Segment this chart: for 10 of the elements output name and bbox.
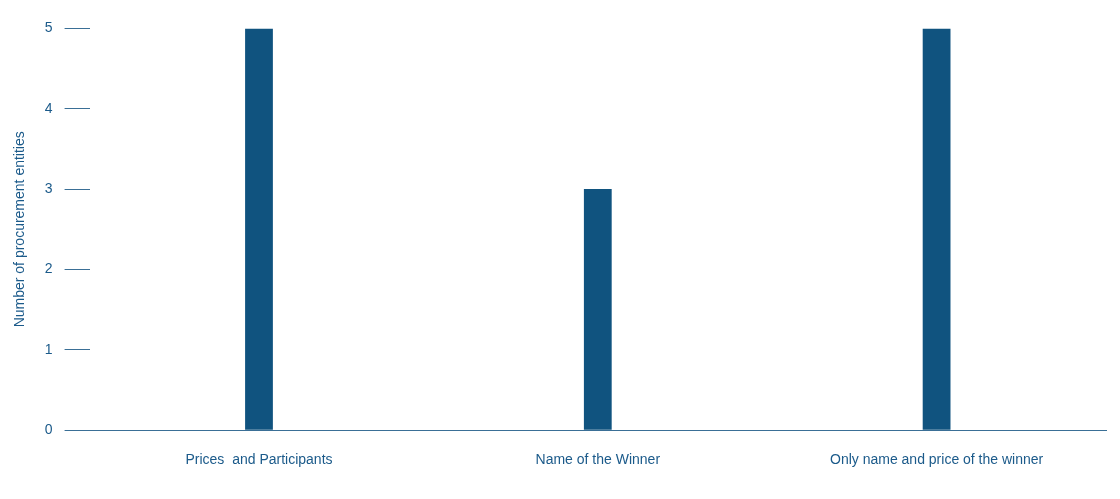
y-axis-title: Number of procurement entities — [11, 131, 28, 328]
y-tick-label: 0 — [44, 421, 53, 438]
y-tick-label: 1 — [44, 340, 53, 357]
y-tick-label: 4 — [44, 99, 53, 116]
y-tick-label: 3 — [44, 179, 53, 196]
x-tick-label: Name of the Winner — [535, 451, 661, 468]
x-tick-label: Prices and Participants — [185, 451, 333, 468]
y-tick-label: 2 — [44, 260, 53, 277]
x-tick-label: Only name and price of the winner — [829, 451, 1044, 468]
y-tick-label: 5 — [44, 19, 53, 36]
